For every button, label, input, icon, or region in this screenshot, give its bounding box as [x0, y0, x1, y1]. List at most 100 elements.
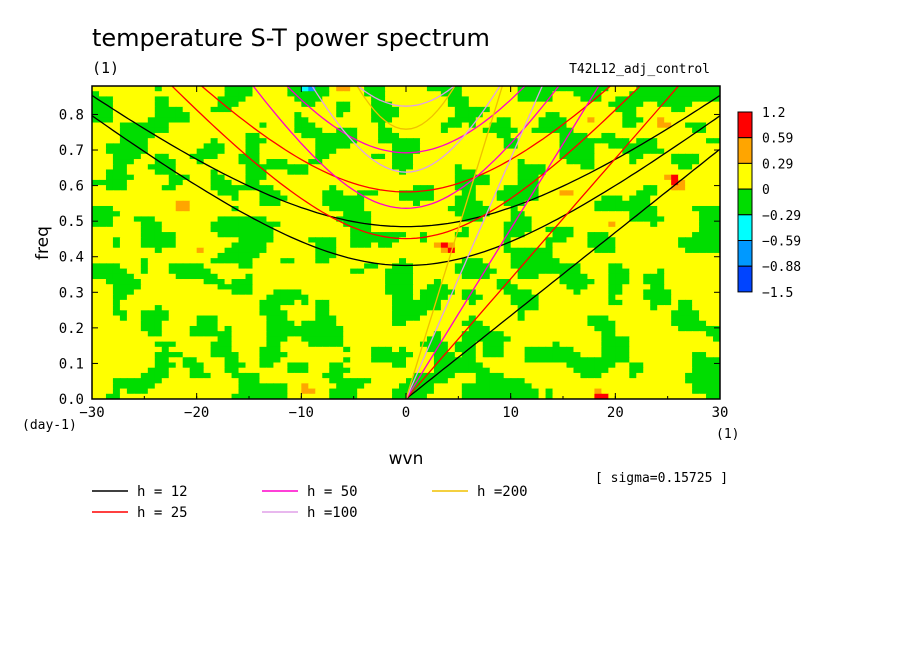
heatmap-cell: [461, 164, 470, 171]
heatmap-cell: [601, 200, 609, 207]
heatmap-cell: [713, 164, 720, 171]
heatmap-cell: [601, 315, 609, 322]
heatmap-cell: [189, 211, 198, 218]
heatmap-cell: [182, 320, 191, 327]
heatmap-cell: [664, 320, 672, 327]
heatmap-cell: [608, 226, 616, 233]
heatmap-cell: [706, 247, 714, 254]
heatmap-cell: [643, 169, 651, 176]
heatmap-cell: [175, 284, 184, 291]
heatmap-cell: [154, 310, 163, 317]
heatmap-cell: [273, 273, 281, 280]
heatmap-cell: [301, 91, 309, 98]
heatmap-cell: [364, 232, 372, 238]
heatmap-cell: [308, 221, 316, 228]
heatmap-cell: [119, 91, 128, 98]
heatmap-cell: [475, 132, 484, 139]
heatmap-cell: [154, 372, 163, 379]
heatmap-cell: [482, 299, 491, 306]
heatmap-cell: [231, 263, 240, 270]
heatmap-cell: [559, 279, 568, 285]
heatmap-cell: [657, 112, 665, 118]
heatmap-cell: [433, 143, 442, 150]
heatmap-cell: [350, 117, 358, 124]
heatmap-cell: [447, 273, 456, 280]
heatmap-cell: [601, 263, 609, 270]
heatmap-cell: [664, 263, 672, 270]
heatmap-cell: [636, 315, 644, 322]
heatmap-cell: [433, 169, 442, 176]
heatmap-cell: [154, 242, 163, 249]
heatmap-cell: [503, 169, 512, 176]
heatmap-cell: [357, 190, 365, 197]
heatmap-cell: [252, 284, 261, 291]
heatmap-cell: [329, 226, 337, 233]
heatmap-cell: [573, 101, 582, 108]
heatmap-cell: [196, 138, 205, 144]
heatmap-cell: [336, 143, 344, 150]
heatmap-cell: [280, 179, 288, 186]
heatmap-cell: [252, 273, 261, 280]
heatmap-cell: [294, 320, 302, 327]
heatmap-cell: [350, 205, 358, 212]
heatmap-cell: [412, 352, 421, 358]
heatmap-cell: [357, 367, 365, 374]
heatmap-cell: [371, 320, 379, 327]
heatmap-cell: [315, 367, 323, 374]
heatmap-cell: [713, 179, 720, 186]
heatmap-cell: [203, 305, 212, 311]
heatmap-cell: [371, 86, 379, 92]
heatmap-cell: [266, 153, 275, 160]
heatmap-cell: [105, 195, 114, 202]
heatmap-cell: [503, 357, 512, 364]
heatmap-cell: [329, 341, 337, 348]
heatmap-cell: [189, 143, 198, 150]
heatmap-cell: [168, 195, 177, 202]
heatmap-cell: [308, 96, 316, 103]
heatmap-cell: [385, 268, 393, 275]
heatmap-cell: [343, 284, 351, 291]
heatmap-cell: [468, 273, 477, 280]
heatmap-cell: [259, 221, 268, 228]
heatmap-cell: [252, 96, 261, 103]
heatmap-cell: [475, 294, 484, 301]
heatmap-cell: [147, 190, 156, 197]
heatmap-cell: [308, 138, 316, 144]
heatmap-cell: [217, 258, 226, 264]
heatmap-cell: [399, 273, 407, 280]
heatmap-cell: [433, 310, 442, 317]
heatmap-cell: [322, 372, 330, 379]
heatmap-cell: [468, 138, 477, 144]
heatmap-cell: [175, 190, 184, 197]
heatmap-cell: [461, 273, 470, 280]
heatmap-cell: [447, 357, 456, 364]
heatmap-cell: [636, 101, 644, 108]
heatmap-cell: [573, 305, 582, 311]
heatmap-cell: [245, 289, 254, 296]
heatmap-cell: [713, 195, 720, 202]
heatmap-cell: [287, 101, 295, 108]
heatmap-cell: [92, 221, 100, 228]
heatmap-cell: [699, 258, 707, 264]
heatmap-cell: [510, 341, 519, 348]
heatmap-cell: [510, 143, 519, 150]
heatmap-cell: [336, 195, 344, 202]
heatmap-cell: [685, 148, 693, 155]
heatmap-cell: [629, 127, 637, 134]
heatmap-cell: [454, 153, 463, 160]
heatmap-cell: [399, 357, 407, 364]
heatmap-cell: [636, 216, 644, 223]
heatmap-cell: [482, 258, 491, 264]
heatmap-cell: [671, 211, 679, 218]
heatmap-cell: [461, 226, 470, 233]
heatmap-cell: [287, 331, 295, 337]
heatmap-cell: [357, 325, 365, 332]
heatmap-cell: [399, 237, 407, 244]
heatmap-cell: [329, 331, 337, 337]
heatmap-cell: [496, 305, 505, 311]
heatmap-cell: [273, 242, 281, 249]
heatmap-cell: [468, 346, 477, 353]
heatmap-cell: [503, 284, 512, 291]
heatmap-cell: [517, 273, 526, 280]
